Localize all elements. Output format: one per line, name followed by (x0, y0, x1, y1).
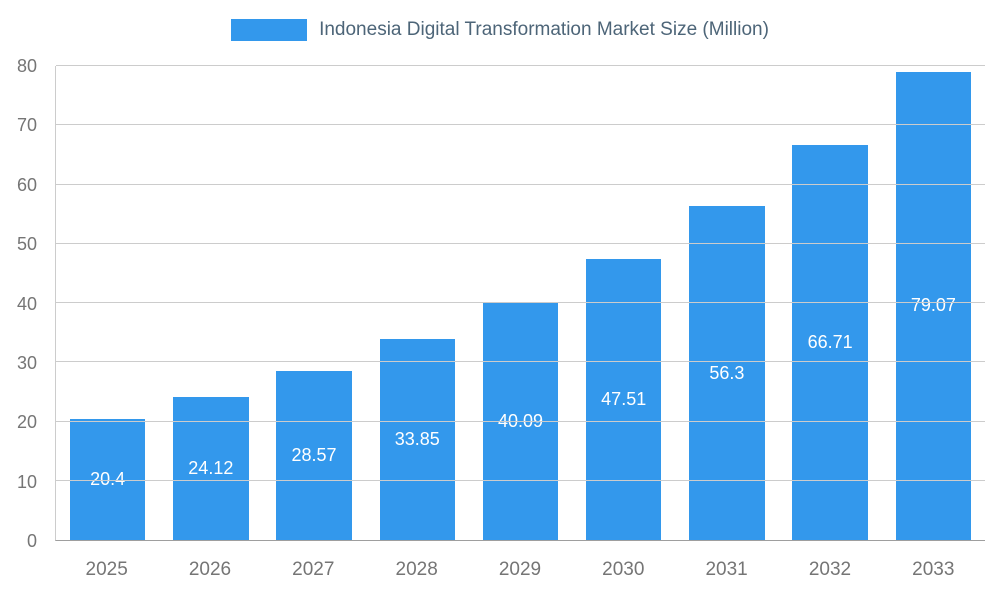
bar-slot: 79.07 (882, 66, 985, 540)
bar-value-label: 79.07 (910, 295, 956, 316)
y-tick-label: 30 (16, 352, 37, 373)
bar-slot: 40.09 (469, 66, 572, 540)
bar-value-label: 28.57 (291, 444, 337, 465)
y-tick-label: 80 (16, 56, 37, 76)
y-axis: 0 10 20 30 40 50 60 70 80 (0, 57, 45, 550)
chart-legend: Indonesia Digital Transformation Market … (0, 16, 1000, 44)
bar[interactable]: 28.57 (276, 370, 352, 540)
bar[interactable]: 56.3 (689, 206, 765, 540)
gridline (56, 183, 985, 185)
bar-value-label: 33.85 (394, 429, 440, 450)
bar[interactable]: 66.71 (792, 144, 868, 540)
bar[interactable]: 33.85 (379, 339, 455, 540)
bar-value-label: 66.71 (807, 331, 853, 352)
bar-value-label: 47.51 (601, 388, 647, 409)
bar-value-label: 24.12 (188, 458, 234, 479)
bar[interactable]: 47.51 (586, 258, 662, 540)
y-tick-label: 10 (16, 471, 37, 492)
bar-slot: 66.71 (779, 66, 882, 540)
legend-swatch (231, 19, 308, 41)
bar-slot: 20.4 (56, 66, 159, 540)
gridline (56, 65, 985, 66)
gridline (56, 302, 985, 303)
y-tick-label: 0 (26, 531, 37, 551)
x-tick-label: 2028 (395, 559, 438, 580)
x-tick-label: 2029 (498, 559, 542, 580)
y-tick-label: 20 (16, 412, 37, 433)
x-tick-label: 2033 (912, 559, 955, 580)
bar-value-label: 56.3 (709, 362, 745, 383)
y-tick-label: 40 (16, 293, 37, 314)
gridline (56, 242, 985, 244)
x-tick-label: 2025 (85, 559, 128, 580)
x-tick-label: 2031 (705, 559, 748, 580)
bar[interactable]: 24.12 (173, 397, 249, 540)
bar[interactable]: 20.4 (69, 419, 146, 540)
bar-slot: 56.3 (675, 66, 778, 540)
y-tick-label: 70 (16, 115, 37, 136)
gridline (56, 361, 985, 363)
chart-title: Indonesia Digital Transformation Market … (319, 19, 769, 40)
bar-slot: 28.57 (262, 66, 365, 540)
bar[interactable]: 79.07 (895, 71, 972, 540)
x-tick-label: 2027 (292, 559, 335, 580)
bar-slot: 47.51 (572, 66, 675, 540)
y-tick-label: 60 (16, 174, 37, 195)
x-tick-label: 2032 (808, 559, 852, 580)
bar-slot: 24.12 (159, 66, 262, 540)
gridline (56, 124, 985, 126)
bar-slot: 33.85 (366, 66, 469, 540)
bar-value-label: 20.4 (90, 469, 126, 490)
gridline (56, 479, 985, 481)
x-tick-label: 2030 (602, 559, 645, 580)
x-axis: 2025 2026 2027 2028 2029 2030 2031 2032 2033 (55, 552, 985, 588)
x-tick-label: 2026 (188, 559, 232, 580)
y-tick-label: 50 (16, 234, 37, 255)
gridline (56, 420, 985, 422)
plot-area: 20.4 24.12 28.57 33.85 40.09 47.51 56.3 66.71 79… (55, 65, 985, 541)
bars-container: 20.4 24.12 28.57 33.85 40.09 47.51 56.3 66.71 79… (56, 66, 985, 540)
